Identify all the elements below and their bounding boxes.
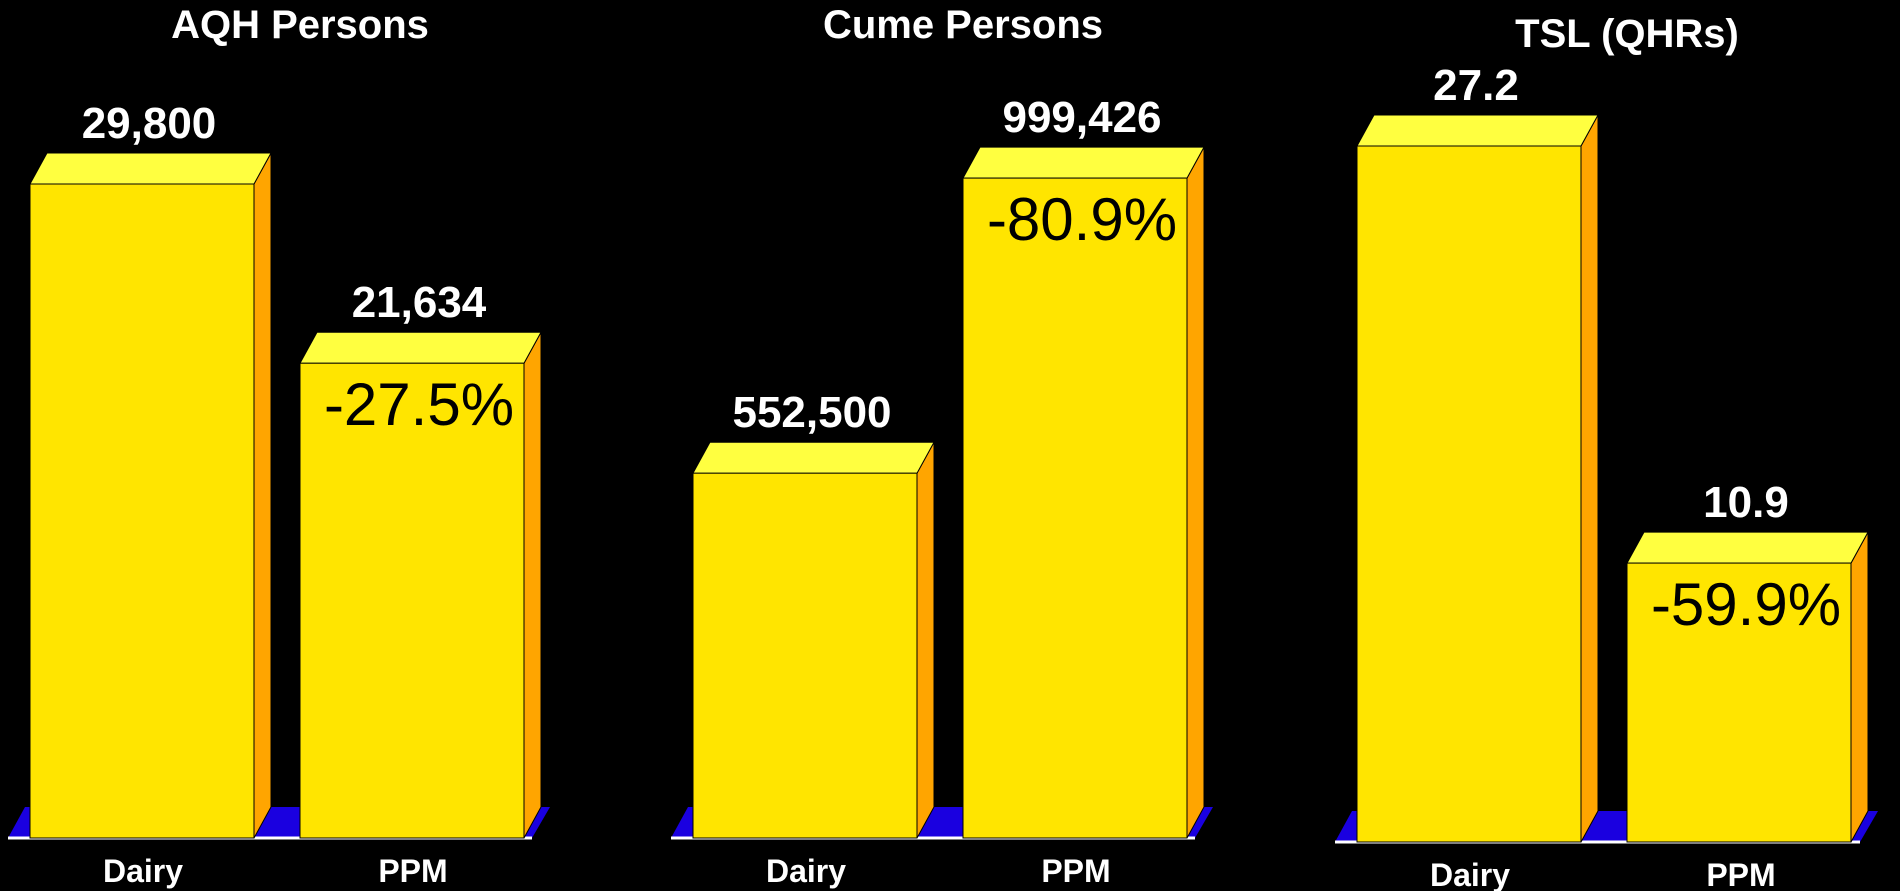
value-label-dairy: 29,800 — [82, 99, 217, 148]
change-annotation: -59.9% — [1651, 571, 1841, 638]
bar-front-face — [29, 183, 255, 839]
category-label-ppm: PPM — [1706, 857, 1775, 891]
change-annotation: -27.5% — [324, 371, 514, 438]
chart-tsl-qhrs: TSL (QHRs) 27.2 10.9 -59.9% Dairy PPM — [1335, 12, 1878, 891]
value-label-ppm: 21,634 — [352, 278, 487, 327]
bar-top-face — [692, 441, 935, 474]
bar-top-face — [962, 146, 1205, 179]
bar-side-face — [253, 152, 272, 839]
change-annotation: -80.9% — [987, 186, 1177, 253]
bar-front-face — [1626, 562, 1852, 843]
bar-front-face — [299, 362, 525, 839]
bar-front-face — [962, 177, 1188, 839]
chart-bars: 552,500 999,426 -80.9% — [671, 93, 1213, 840]
category-label-dairy: Dairy — [103, 853, 183, 889]
value-label-dairy: 552,500 — [732, 388, 891, 437]
chart-title: AQH Persons — [171, 3, 429, 47]
chart-aqh-persons: AQH Persons 29,800 21,634 -27.5% Dairy PPM — [8, 3, 550, 889]
bar-front-face — [1356, 145, 1582, 843]
bar-ppm — [299, 331, 542, 839]
bar-top-face — [1626, 531, 1869, 564]
bar-top-face — [1356, 114, 1599, 147]
bar-side-face — [916, 441, 935, 839]
bar-ppm — [962, 146, 1205, 839]
bar-dairy — [692, 441, 935, 839]
bar-top-face — [299, 331, 542, 364]
bar-ppm — [1626, 531, 1869, 843]
chart-bars: 29,800 21,634 -27.5% — [8, 99, 550, 840]
category-label-ppm: PPM — [378, 853, 447, 889]
category-label-ppm: PPM — [1041, 853, 1110, 889]
bar-top-face — [29, 152, 272, 185]
bar-front-face — [692, 472, 918, 839]
value-label-ppm: 10.9 — [1703, 478, 1789, 527]
category-label-dairy: Dairy — [766, 853, 846, 889]
value-label-dairy: 27.2 — [1433, 61, 1519, 110]
value-label-ppm: 999,426 — [1002, 93, 1161, 142]
bar-side-face — [1580, 114, 1599, 843]
chart-bars: 27.2 10.9 -59.9% — [1335, 61, 1878, 844]
bar-dairy — [1356, 114, 1599, 843]
bar-side-face — [1850, 531, 1869, 843]
bar-dairy — [29, 152, 272, 839]
bar-side-face — [1186, 146, 1205, 839]
chart-title: TSL (QHRs) — [1515, 12, 1739, 56]
category-label-dairy: Dairy — [1430, 857, 1510, 891]
bar-side-face — [523, 331, 542, 839]
chart-title: Cume Persons — [823, 3, 1103, 47]
